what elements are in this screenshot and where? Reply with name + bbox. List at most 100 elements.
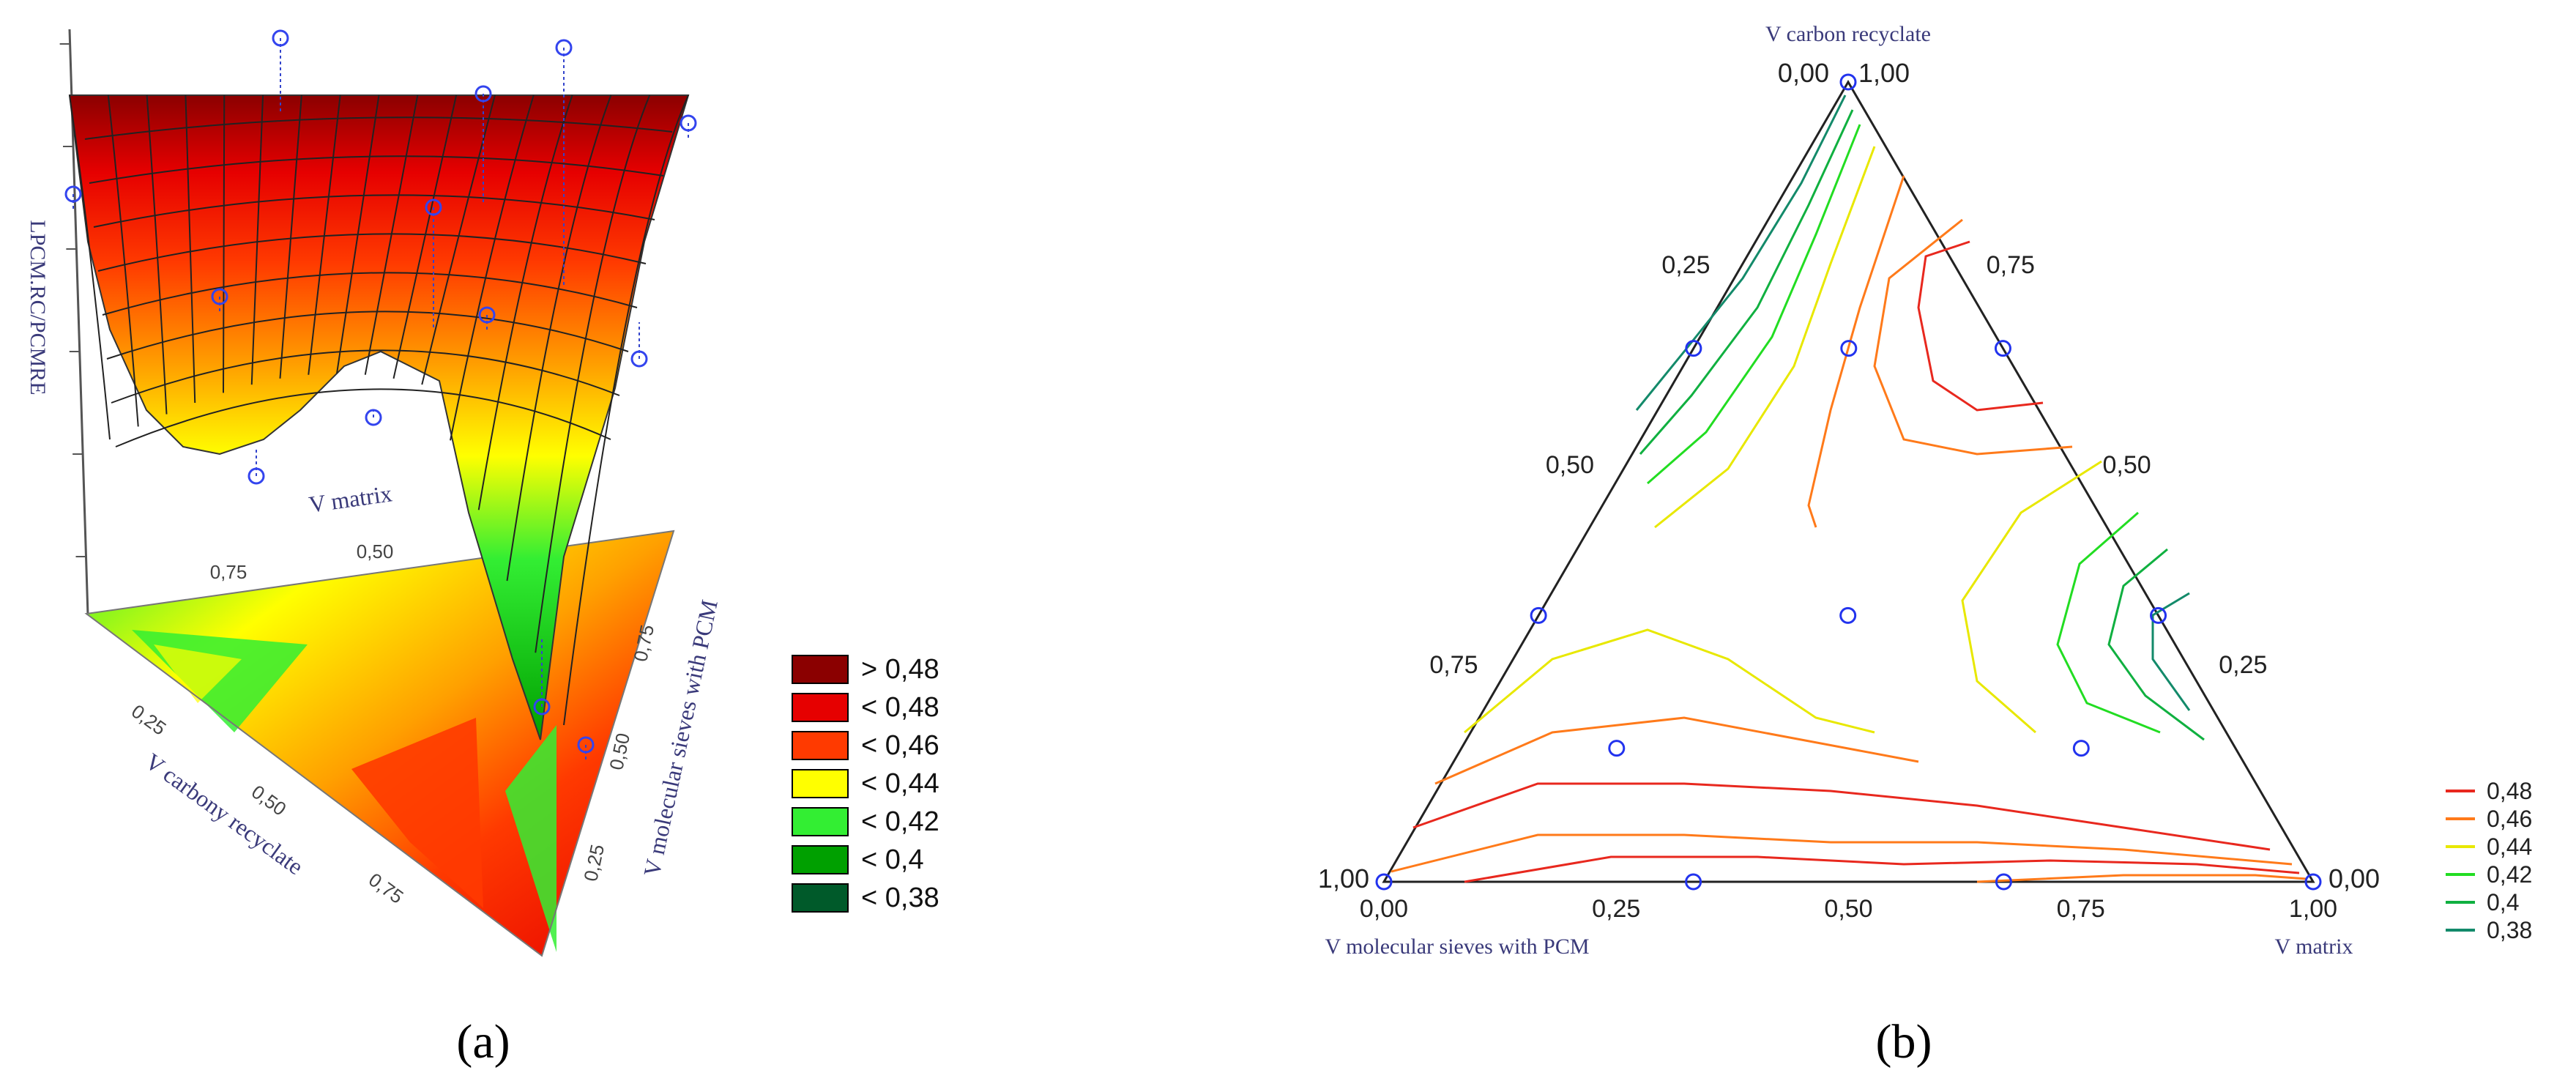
- mesh-line: [421, 94, 496, 385]
- contour-line: [1647, 124, 1861, 485]
- base-triangle-outline: [84, 530, 675, 957]
- legend-label: < 0,4: [861, 844, 924, 875]
- legend-label: 0,46: [2487, 806, 2532, 832]
- mesh-line: [364, 94, 419, 375]
- mesh-line: [506, 94, 612, 582]
- legend-label: < 0,46: [861, 730, 939, 761]
- ternary-triangle: [1382, 80, 2315, 883]
- mesh-line: [84, 116, 673, 140]
- legend-swatch: [792, 883, 849, 913]
- mesh-line: [308, 94, 341, 375]
- contour-lines: [1391, 94, 2307, 883]
- vertex-top-left: 0,00: [1778, 58, 1829, 88]
- contour-line: [1639, 109, 1854, 455]
- mesh-line: [563, 94, 689, 726]
- legend-label: < 0,44: [861, 768, 939, 799]
- contour-line: [1434, 716, 1919, 785]
- legend-label: 0,42: [2487, 861, 2532, 888]
- mesh-line: [535, 94, 651, 653]
- contour-line: [2151, 592, 2191, 711]
- mesh-line: [185, 94, 196, 404]
- mesh-line: [69, 94, 111, 440]
- design-point: [2304, 873, 2322, 891]
- tick-sieves-2: 0,25: [579, 842, 608, 883]
- contour-line: [1807, 175, 1905, 528]
- mesh-line: [223, 94, 226, 393]
- right-axis-ticks: 0,75 0,50 0,25: [1987, 251, 2268, 679]
- legend-b: 0,480,460,440,420,40,38: [2446, 778, 2532, 943]
- legend-label: < 0,42: [861, 806, 939, 837]
- mesh-line: [146, 94, 168, 415]
- legend-label: 0,48: [2487, 778, 2532, 804]
- axis-label-matrix: V matrix: [307, 480, 393, 518]
- design-point-marker: [365, 409, 382, 426]
- contour-line: [1412, 782, 2271, 851]
- design-point-stems: [64, 29, 697, 759]
- contour-line: [1464, 628, 1875, 734]
- design-point-marker: [478, 306, 496, 324]
- axis-label-bottom-right: V matrix: [2275, 935, 2353, 959]
- bottom-tick-label: 0,50: [1824, 895, 1872, 923]
- base-green-corner: [505, 725, 556, 952]
- bottom-tick-label: 0,75: [2057, 895, 2105, 923]
- legend-swatch: [792, 693, 849, 722]
- design-point-marker: [425, 198, 442, 216]
- contour-line: [1976, 874, 2307, 883]
- bottom-tick-label: 0,25: [1592, 895, 1640, 923]
- legend-label: 0,38: [2487, 917, 2532, 943]
- design-point: [1375, 873, 1393, 891]
- design-point-marker: [630, 350, 648, 368]
- base-red-region: [351, 718, 483, 908]
- mesh-line: [115, 388, 611, 447]
- mesh-line: [93, 194, 655, 228]
- tick-matrix-0: 0,75: [210, 561, 247, 583]
- design-points: [1375, 73, 2322, 891]
- mesh-line: [107, 94, 139, 427]
- legend-label: > 0,48: [861, 654, 939, 685]
- legend-swatch: [792, 807, 849, 836]
- design-point-marker: [474, 85, 492, 103]
- contour-line: [2107, 548, 2205, 741]
- legend-label: < 0,48: [861, 692, 939, 723]
- axis-label-bottom-left: V molecular sieves with PCM: [1325, 935, 1589, 959]
- axis-label-carbon: V carbony recyclate: [141, 748, 308, 880]
- contour-line: [2056, 511, 2161, 734]
- panel-a-surface-plot: LPCM.RC/PCMRE V matrix 0,75 0,50 V carbo…: [26, 29, 939, 1069]
- contour-line: [1635, 94, 1847, 411]
- legend-a: > 0,48 < 0,48 < 0,46 < 0,44 < 0,42 < 0,4 < 0,3…: [792, 654, 939, 913]
- design-point: [1994, 340, 2011, 357]
- z-axis-ticks: [59, 43, 86, 557]
- caption-a: (a): [456, 1015, 510, 1069]
- design-point: [1530, 606, 1547, 624]
- z-axis-line: [68, 29, 89, 616]
- legend-label: 0,44: [2487, 833, 2532, 860]
- contour-line: [1654, 146, 1876, 529]
- vertex-left-label: 1,00: [1318, 863, 1369, 894]
- right-tick-label: 0,50: [2103, 451, 2151, 479]
- design-point: [1840, 340, 1858, 357]
- mesh-line: [250, 94, 264, 385]
- design-point: [1839, 606, 1857, 624]
- mesh-line: [97, 233, 647, 272]
- bottom-axis-ticks: 0,00 0,25 0,50 0,75 1,00: [1360, 895, 2337, 923]
- legend-label: < 0,38: [861, 883, 939, 913]
- tick-carbon-2: 0,75: [365, 869, 408, 908]
- mesh-line: [392, 94, 458, 379]
- left-tick-label: 0,75: [1429, 651, 1478, 679]
- caption-b: (b): [1876, 1015, 1932, 1069]
- legend-swatch: [792, 655, 849, 684]
- contour-line: [1873, 218, 2073, 456]
- panel-b-ternary-plot: V carbon recyclate 0,00 1,00 1,00 0,00 0…: [1318, 22, 2532, 1069]
- mesh-line: [279, 94, 302, 379]
- left-axis-ticks: 0,25 0,50 0,75: [1429, 251, 1710, 679]
- base-yellow-region: [154, 644, 242, 703]
- right-tick-label: 0,75: [1987, 251, 2035, 279]
- design-point-marker: [64, 185, 82, 203]
- design-point-marker: [555, 39, 573, 56]
- mesh-line: [106, 311, 629, 360]
- mesh-line: [477, 94, 573, 510]
- design-point: [2150, 606, 2167, 624]
- bottom-tick-label: 1,00: [2289, 895, 2337, 923]
